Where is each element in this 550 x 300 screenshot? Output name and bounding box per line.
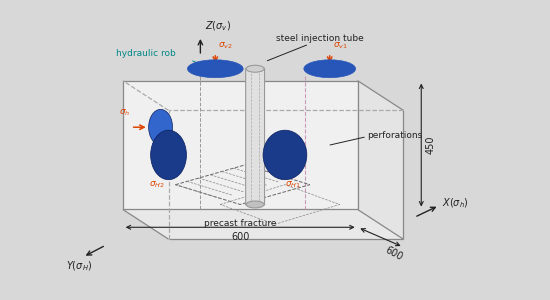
Ellipse shape: [148, 110, 173, 145]
Ellipse shape: [246, 201, 264, 208]
Ellipse shape: [151, 130, 186, 180]
Polygon shape: [123, 81, 358, 209]
Text: $\sigma$$_{v2}$: $\sigma$$_{v2}$: [218, 40, 233, 51]
Polygon shape: [123, 209, 403, 239]
Text: $\sigma$$_{H2}$: $\sigma$$_{H2}$: [148, 180, 164, 190]
Text: steel injection tube: steel injection tube: [276, 34, 364, 43]
Text: $\sigma$$_{v1}$: $\sigma$$_{v1}$: [333, 40, 348, 51]
Text: 450: 450: [425, 136, 435, 154]
Polygon shape: [358, 81, 403, 239]
Text: $\sigma$$_{H1}$: $\sigma$$_{H1}$: [285, 180, 301, 190]
Ellipse shape: [246, 65, 264, 72]
Text: 600: 600: [384, 245, 405, 262]
Text: $Z$($\sigma$$_v$): $Z$($\sigma$$_v$): [205, 20, 232, 33]
Text: $\sigma$$_h$: $\sigma$$_h$: [119, 108, 130, 118]
Ellipse shape: [188, 60, 243, 78]
Ellipse shape: [263, 130, 307, 180]
Ellipse shape: [304, 60, 356, 78]
Text: $X$($\sigma$$_h$): $X$($\sigma$$_h$): [442, 197, 469, 210]
Text: hydraulic rob: hydraulic rob: [116, 49, 175, 58]
Text: 600: 600: [231, 232, 249, 242]
Text: perforations: perforations: [367, 130, 423, 140]
Text: precast fracture: precast fracture: [204, 219, 277, 228]
Text: $Y$($\sigma$$_H$): $Y$($\sigma$$_H$): [66, 259, 92, 273]
FancyBboxPatch shape: [246, 68, 265, 205]
